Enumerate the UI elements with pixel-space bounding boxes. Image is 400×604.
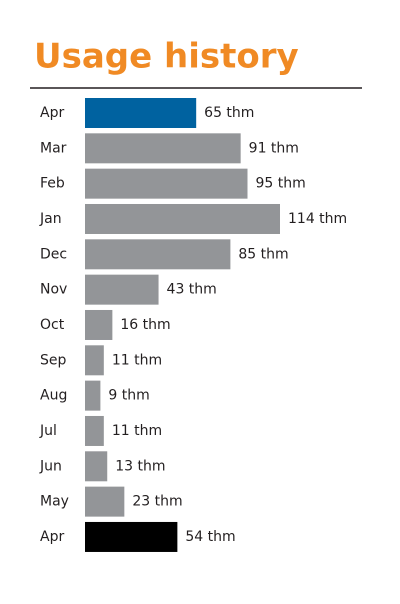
value-label: 9 thm xyxy=(108,388,149,404)
category-label: Mar xyxy=(40,140,67,156)
value-label: 54 thm xyxy=(185,529,235,545)
bar xyxy=(85,168,248,199)
category-label: Aug xyxy=(40,388,67,404)
value-label: 95 thm xyxy=(256,176,306,192)
chart-title: Usage history xyxy=(34,37,299,77)
category-label: Nov xyxy=(40,282,67,298)
bar xyxy=(85,133,241,164)
value-label: 85 thm xyxy=(238,246,288,262)
bar xyxy=(85,98,197,128)
bar xyxy=(85,239,231,270)
value-label: 91 thm xyxy=(249,140,299,156)
bar xyxy=(85,274,159,305)
category-label: Jan xyxy=(39,211,62,227)
value-label: 43 thm xyxy=(167,282,217,298)
bar xyxy=(85,380,101,411)
value-label: 114 thm xyxy=(288,211,347,227)
category-label: Feb xyxy=(40,176,65,192)
value-label: 16 thm xyxy=(120,317,170,333)
bar xyxy=(85,309,113,340)
category-label: Apr xyxy=(40,529,64,545)
value-label: 65 thm xyxy=(204,105,254,121)
category-label: May xyxy=(40,494,69,510)
bar xyxy=(85,415,104,446)
category-label: Apr xyxy=(40,105,64,121)
category-label: Jun xyxy=(39,458,62,474)
bar xyxy=(85,451,108,482)
bar xyxy=(85,345,104,376)
category-label: Jul xyxy=(39,423,57,439)
value-label: 13 thm xyxy=(115,458,165,474)
category-label: Dec xyxy=(40,246,67,262)
category-label: Oct xyxy=(40,317,65,333)
bar xyxy=(85,521,178,552)
value-label: 11 thm xyxy=(112,352,162,368)
value-label: 11 thm xyxy=(112,423,162,439)
value-label: 23 thm xyxy=(132,494,182,510)
category-label: Sep xyxy=(40,352,67,368)
bar xyxy=(85,486,125,517)
bar xyxy=(85,203,280,234)
